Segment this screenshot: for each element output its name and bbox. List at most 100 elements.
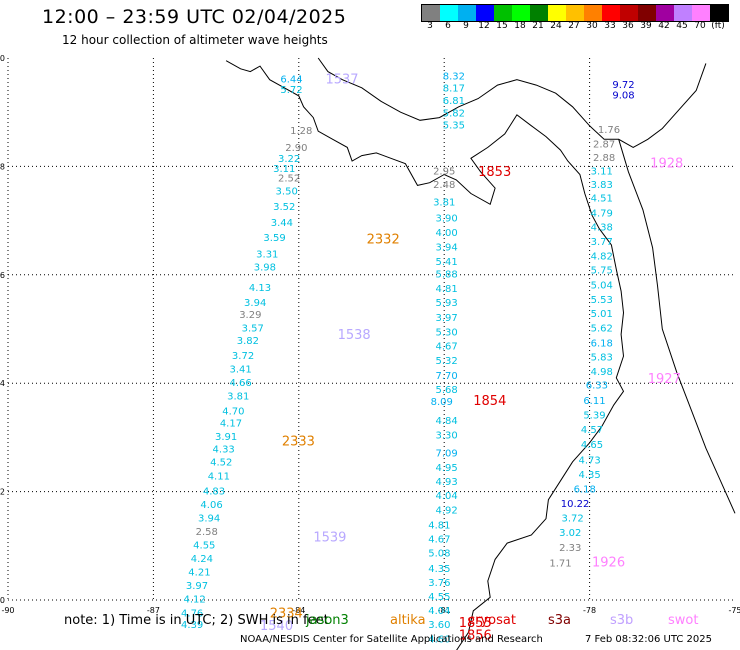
legend-swatch — [422, 5, 440, 21]
legend-swatch — [710, 5, 728, 21]
wave-height-value: 2.88 — [593, 153, 615, 164]
wave-height-value: 4.35 — [428, 564, 450, 575]
legend-tick-label: 6 — [445, 21, 451, 31]
satellite-legend-altika: altika — [390, 613, 426, 628]
color-scale-ticks: 3 6 9 12 15 18 21 24 27 30 33 36 39 42 45 70 (ft) — [421, 21, 727, 33]
wave-height-value: 4.51 — [591, 194, 613, 205]
wave-height-value: 8.32 — [443, 72, 465, 83]
wave-height-value: 3.59 — [263, 233, 285, 244]
wave-height-value: 5.32 — [435, 356, 457, 367]
wave-height-value: 2.90 — [285, 143, 307, 154]
satellite-legend-swot: swot — [668, 613, 699, 628]
wave-height-value: 4.79 — [591, 208, 613, 219]
wave-height-value: 4.04 — [428, 606, 450, 617]
wave-height-value: 4.67 — [435, 342, 457, 353]
wave-height-value: 3.91 — [215, 432, 237, 443]
wave-height-value: 5.75 — [591, 266, 613, 277]
legend-tick-label: 30 — [586, 21, 598, 31]
wave-height-value: 4.17 — [220, 419, 242, 430]
wave-height-value: 4.21 — [188, 568, 210, 579]
wave-height-value: 3.11 — [591, 167, 613, 178]
wave-height-value: 4.04 — [435, 491, 457, 502]
wave-height-value: 4.65 — [581, 440, 603, 451]
legend-swatch — [494, 5, 512, 21]
wave-height-value: 3.72 — [232, 351, 254, 362]
caribbean-coastline — [317, 57, 707, 148]
pass-id-label: 1927 — [648, 372, 681, 387]
wave-height-value: 3.94 — [198, 513, 220, 524]
wave-height-value: 3.22 — [278, 154, 300, 165]
pass-id-label: 1853 — [478, 165, 511, 180]
legend-swatch — [566, 5, 584, 21]
wave-height-value: 3.81 — [227, 391, 249, 402]
pass-id-label: 1854 — [473, 394, 506, 409]
pass-id-label: 1926 — [592, 555, 625, 570]
wave-height-value: 3.30 — [435, 430, 457, 441]
wave-height-value: 4.33 — [213, 445, 235, 456]
lon-tick-label: -81 — [438, 606, 451, 615]
wave-height-value: 5.88 — [435, 270, 457, 281]
legend-swatch — [602, 5, 620, 21]
wave-height-value: 4.70 — [222, 407, 244, 418]
pass-id-label: 1538 — [338, 328, 371, 343]
wave-height-value: 2.95 — [433, 167, 455, 178]
lat-tick-label: 4 — [0, 379, 5, 388]
wave-height-value: 4.55 — [428, 592, 450, 603]
satellite-legend-jason3: jason3 — [306, 613, 349, 628]
lon-tick-label: -87 — [147, 606, 160, 615]
pass-id-label: 2332 — [367, 232, 400, 247]
lat-tick-label: 10 — [0, 54, 5, 63]
wave-height-value: 5.83 — [591, 352, 613, 363]
wave-height-value: 3.83 — [591, 180, 613, 191]
wave-height-value: 4.95 — [435, 463, 457, 474]
legend-tick-label: (ft) — [711, 21, 725, 31]
legend-swatch — [530, 5, 548, 21]
wave-height-value: 3.97 — [186, 581, 208, 592]
legend-tick-label: 21 — [532, 21, 544, 31]
wave-height-value: 5.39 — [583, 410, 605, 421]
lat-tick-label: 0 — [0, 596, 5, 605]
wave-height-value: 4.83 — [203, 486, 225, 497]
wave-height-value: 4.39 — [181, 620, 203, 631]
wave-height-value: 1.28 — [290, 126, 312, 137]
legend-tick-label: 24 — [550, 21, 562, 31]
legend-tick-label: 33 — [604, 21, 616, 31]
wave-height-value: 3.60 — [428, 620, 450, 631]
wave-height-value: 5.82 — [443, 109, 465, 120]
wave-height-value: 5.62 — [591, 324, 613, 335]
legend-swatch — [656, 5, 674, 21]
pass-id-label: 2333 — [282, 435, 315, 450]
wave-height-value: 7.09 — [435, 448, 457, 459]
wave-height-value: 7.70 — [435, 371, 457, 382]
legend-swatch — [638, 5, 656, 21]
wave-height-value: 2.52 — [278, 174, 300, 185]
wave-height-value: 5.53 — [591, 295, 613, 306]
credit-line: NOAA/NESDIS Center for Satellite Applica… — [240, 634, 543, 645]
legend-swatch — [674, 5, 692, 21]
wave-height-value: 4.57 — [581, 425, 603, 436]
legend-swatch — [512, 5, 530, 21]
satellite-legend-s3a: s3a — [548, 613, 572, 628]
lat-tick-label: 2 — [0, 488, 5, 497]
wave-height-value: 3.11 — [273, 164, 295, 175]
wave-height-value: 4.93 — [435, 477, 457, 488]
wave-height-value: 3.57 — [242, 324, 264, 335]
wave-height-value: 4.84 — [435, 416, 457, 427]
legend-tick-label: 70 — [694, 21, 706, 31]
wave-height-value: 1.71 — [549, 558, 571, 569]
wave-height-value: 4.55 — [193, 541, 215, 552]
wave-height-value: 4.38 — [591, 222, 613, 233]
wave-height-value: 3.72 — [562, 513, 584, 524]
generation-timestamp: 7 Feb 08:32:06 UTC 2025 — [585, 634, 712, 645]
wave-height-value: 3.02 — [559, 528, 581, 539]
wave-height-value: 3.31 — [256, 249, 278, 260]
wave-height-value: 4.73 — [578, 455, 600, 466]
legend-swatch — [692, 5, 710, 21]
wave-height-value: 6.81 — [443, 96, 465, 107]
legend-tick-label: 27 — [568, 21, 580, 31]
lon-tick-label: -84 — [292, 606, 305, 615]
pacific-coastline — [225, 60, 625, 650]
wave-height-value: 4.98 — [591, 367, 613, 378]
wave-height-value: 3.44 — [271, 218, 293, 229]
